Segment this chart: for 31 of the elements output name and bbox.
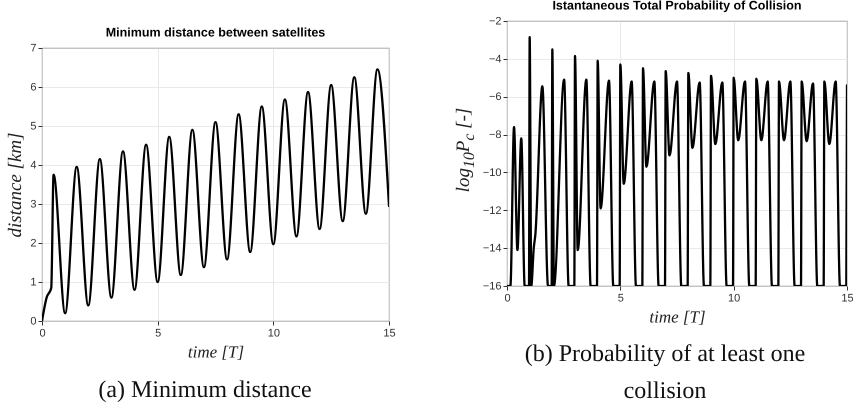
text: (a) Minimum distance <box>97 376 313 405</box>
x-tick-label: 0 <box>504 292 511 304</box>
y-tick-label: −2 <box>488 16 502 28</box>
chart-title: Minimum distance between satellites <box>106 26 326 40</box>
chart-title: Istantaneous Total Probability of Collision <box>552 0 802 12</box>
y-tick-label: 4 <box>30 160 36 172</box>
y-tick-label: −4 <box>488 53 502 66</box>
text: (b) Probability of at least one collision <box>524 340 806 406</box>
x-tick-label: 10 <box>268 328 280 340</box>
x-tick-label: 0 <box>39 328 46 340</box>
y-tick-label: −8 <box>488 129 502 142</box>
y-tick-label: −10 <box>482 166 502 179</box>
y-tick-label: 2 <box>30 238 36 250</box>
y-tick-label: 5 <box>30 120 36 132</box>
y-tick-label: 3 <box>30 198 36 210</box>
x-tick-label: 5 <box>618 292 624 304</box>
x-tick-label: 15 <box>383 328 396 340</box>
x-tick-label: 10 <box>728 292 740 304</box>
y-tick-label: 1 <box>30 276 36 288</box>
x-tick-label: 5 <box>155 328 162 340</box>
y-tick-label: −6 <box>488 91 502 104</box>
x-tick-label: 15 <box>841 292 854 304</box>
x-axis-title: time [T] <box>188 342 244 362</box>
y-tick-label: 0 <box>30 316 36 328</box>
y-tick-label: 6 <box>30 82 36 94</box>
y-tick-label: −12 <box>482 204 502 217</box>
y-tick-label: 7 <box>30 42 36 54</box>
x-axis-title: time [T] <box>649 308 706 326</box>
y-axis-title: distance [km] <box>5 132 27 238</box>
y-tick-label: −14 <box>482 242 502 255</box>
y-tick-label: −16 <box>482 280 502 292</box>
